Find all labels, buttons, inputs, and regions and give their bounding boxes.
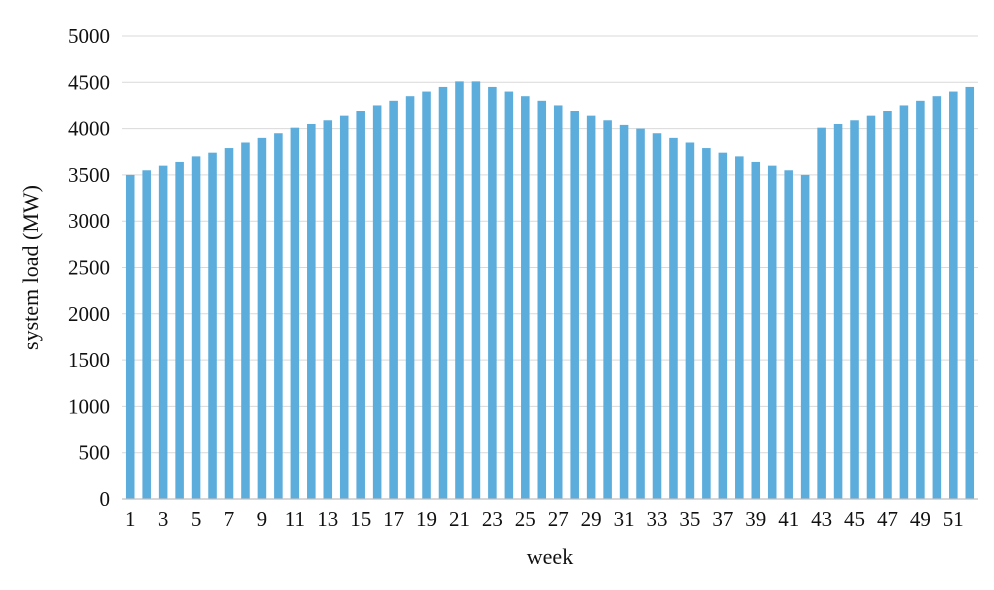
bar <box>883 111 892 499</box>
x-tick-label: 1 <box>125 507 136 531</box>
x-tick-label: 27 <box>548 507 569 531</box>
bar <box>521 96 530 499</box>
bar <box>208 152 217 499</box>
bar <box>570 111 579 499</box>
y-tick-label: 3000 <box>68 209 110 233</box>
bar <box>142 170 151 499</box>
x-axis-title: week <box>527 544 573 569</box>
x-tick-label: 39 <box>745 507 766 531</box>
bar <box>619 124 629 500</box>
x-tick-label: 13 <box>317 507 338 531</box>
x-tick-labels: 1 3 5 7 9 11 13 15 17 19 21 23 25 27 29 31 33 35 37 39 41 43 4… <box>125 507 964 531</box>
y-tick-label: 500 <box>79 441 111 465</box>
y-tick-label: 4000 <box>68 117 110 141</box>
bar <box>537 100 547 499</box>
bar <box>850 120 859 500</box>
x-tick-label: 33 <box>647 507 668 531</box>
gridlines <box>122 35 978 454</box>
x-tick-label: 49 <box>910 507 931 531</box>
bar <box>471 81 481 500</box>
x-tick-label: 9 <box>257 507 268 531</box>
y-tick-label: 2000 <box>68 302 110 326</box>
bar <box>817 127 826 500</box>
x-tick-label: 7 <box>224 507 235 531</box>
bar <box>669 137 678 500</box>
x-tick-label: 25 <box>515 507 536 531</box>
bar <box>833 123 843 499</box>
y-tick-label: 3500 <box>68 163 110 187</box>
bar <box>488 86 497 500</box>
bar <box>751 161 761 499</box>
bar <box>339 115 349 499</box>
bar <box>191 156 201 499</box>
y-tick-label: 1500 <box>68 348 110 372</box>
bar <box>553 105 563 499</box>
x-tick-label: 45 <box>844 507 865 531</box>
bars <box>125 81 975 500</box>
bar <box>307 123 316 499</box>
bar <box>685 142 695 500</box>
bar <box>652 133 662 500</box>
bar <box>356 111 365 499</box>
y-tick-label: 1000 <box>68 394 110 418</box>
bar <box>257 137 267 500</box>
x-tick-label: 23 <box>482 507 503 531</box>
x-tick-label: 35 <box>679 507 700 531</box>
bar <box>702 148 711 500</box>
x-tick-label: 51 <box>943 507 964 531</box>
bar <box>158 165 168 499</box>
bar <box>899 105 909 499</box>
bar <box>586 115 596 499</box>
bar <box>965 86 975 500</box>
bar <box>932 96 942 499</box>
x-tick-label: 43 <box>811 507 832 531</box>
bar <box>718 152 728 499</box>
x-tick-label: 15 <box>350 507 371 531</box>
x-tick-label: 11 <box>285 507 305 531</box>
bar <box>323 120 333 500</box>
y-axis-title: system load (MW) <box>18 185 43 350</box>
bar <box>767 165 777 499</box>
bar <box>735 156 744 499</box>
bar <box>389 100 398 499</box>
bar <box>290 127 300 500</box>
bar <box>405 96 415 499</box>
bar <box>949 91 958 499</box>
bar <box>455 81 464 500</box>
x-tick-label: 31 <box>614 507 635 531</box>
bar <box>438 86 448 500</box>
x-tick-label: 41 <box>778 507 799 531</box>
bar <box>636 128 645 499</box>
bar <box>800 174 810 499</box>
bar <box>422 91 431 499</box>
y-tick-label: 0 <box>100 487 111 511</box>
bar <box>504 91 514 499</box>
x-tick-label: 37 <box>712 507 733 531</box>
y-tick-label: 2500 <box>68 256 110 280</box>
bar <box>372 105 382 499</box>
y-tick-label: 4500 <box>68 70 110 94</box>
y-tick-label: 5000 <box>68 24 110 48</box>
x-tick-label: 5 <box>191 507 202 531</box>
bar <box>866 115 876 499</box>
y-tick-labels: 0 500 1000 1500 2000 2500 3000 3500 4000 4500 5000 <box>68 24 110 511</box>
x-tick-label: 29 <box>581 507 602 531</box>
bar <box>784 170 793 499</box>
x-tick-label: 19 <box>416 507 437 531</box>
bar <box>224 148 234 500</box>
bar <box>125 174 135 499</box>
bar <box>274 133 283 500</box>
x-tick-label: 21 <box>449 507 470 531</box>
bar <box>241 142 250 500</box>
x-tick-label: 17 <box>383 507 404 531</box>
bar <box>603 120 612 500</box>
x-tick-label: 47 <box>877 507 898 531</box>
bar <box>175 161 184 499</box>
x-tick-label: 3 <box>158 507 169 531</box>
bar <box>916 100 925 499</box>
